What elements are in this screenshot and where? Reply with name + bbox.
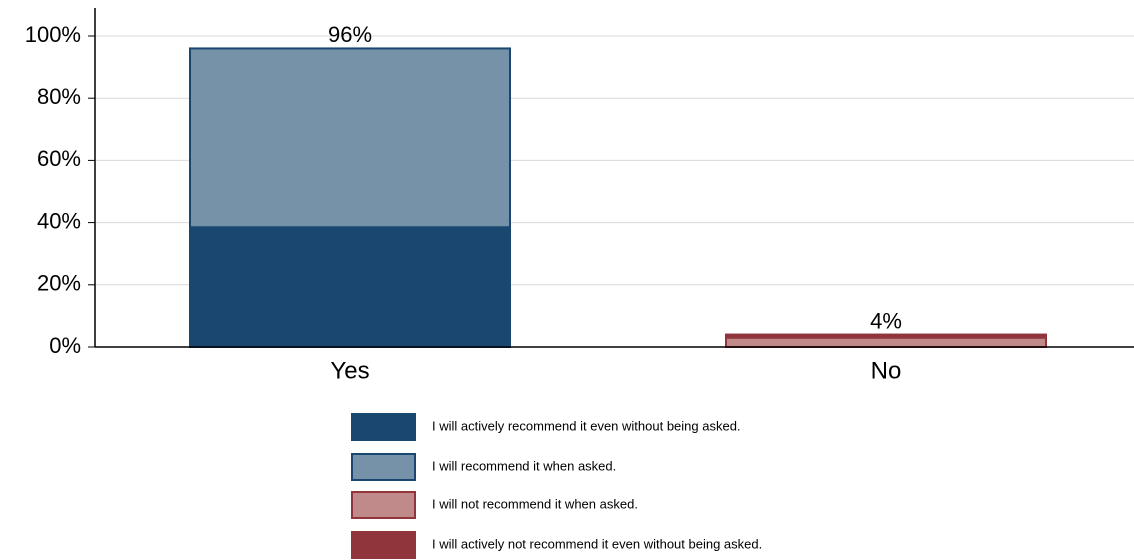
x-tick-label: No [871, 357, 902, 384]
bar-segment [725, 336, 1047, 349]
data-label: 4% [870, 308, 902, 333]
y-tick-label: 20% [37, 271, 81, 296]
data-label: 96% [328, 22, 372, 47]
bar-segment [189, 226, 511, 349]
x-tick-label: Yes [330, 357, 369, 384]
y-tick-label: 100% [25, 22, 81, 47]
bar-segment [725, 333, 1047, 339]
legend-swatch [351, 453, 416, 481]
legend-swatch [351, 491, 416, 519]
bar-segment [189, 47, 511, 229]
legend-swatch [351, 531, 416, 559]
legend-label: I will actively recommend it even withou… [432, 418, 741, 433]
y-tick-label: 40% [37, 208, 81, 233]
y-tick-label: 60% [37, 146, 81, 171]
y-tick-label: 80% [37, 84, 81, 109]
y-tick-label: 0% [49, 333, 81, 358]
legend-swatch [351, 413, 416, 441]
legend-label: I will actively not recommend it even wi… [432, 536, 762, 551]
legend-label: I will recommend it when asked. [432, 458, 616, 473]
legend-label: I will not recommend it when asked. [432, 496, 638, 511]
